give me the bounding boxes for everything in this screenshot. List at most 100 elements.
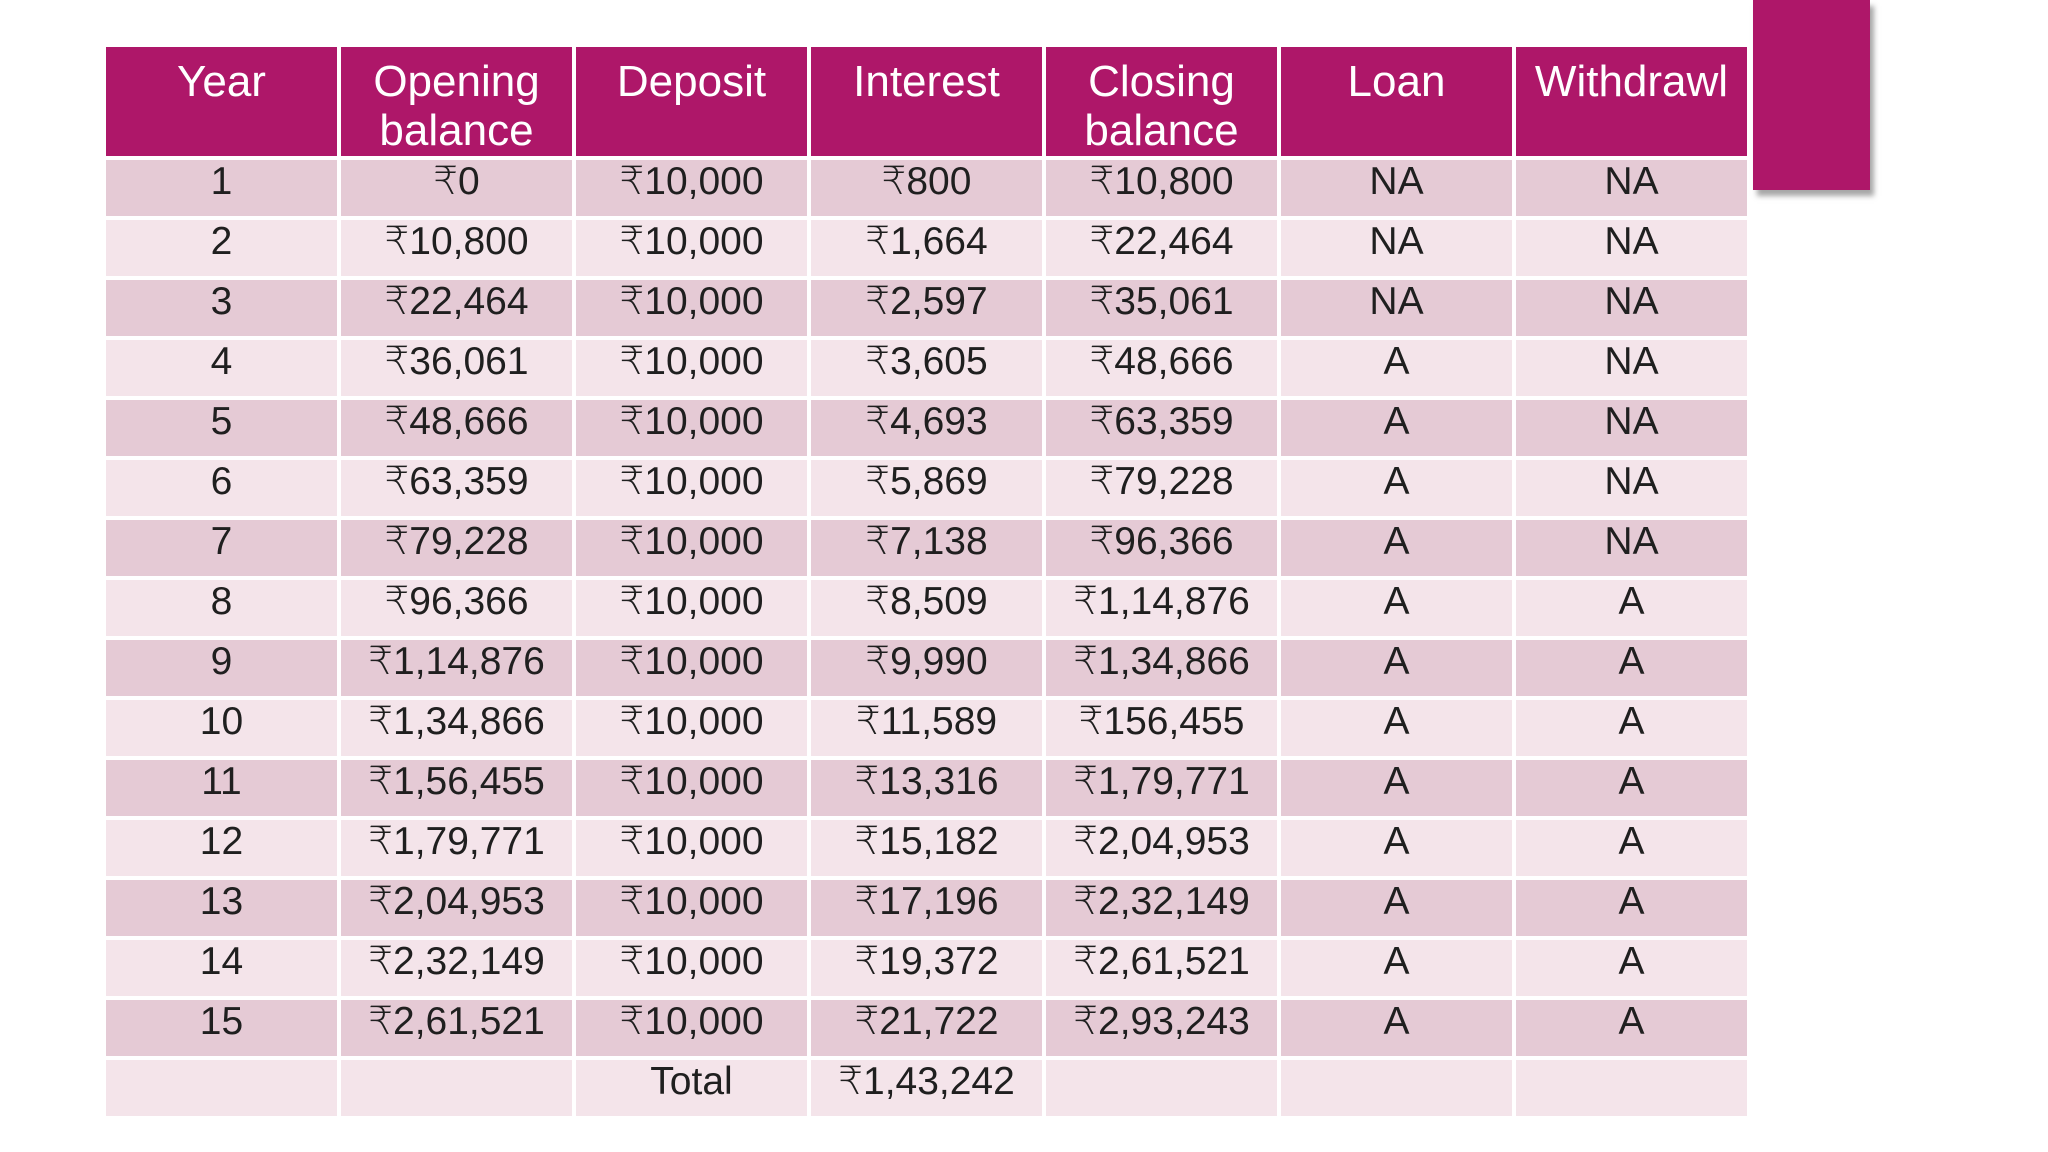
cell-closing: ₹1,79,771 bbox=[1046, 759, 1277, 816]
corner-accent-block bbox=[1753, 0, 1870, 190]
cell-closing: ₹10,800 bbox=[1046, 159, 1277, 216]
cell-closing: ₹2,93,243 bbox=[1046, 999, 1277, 1056]
cell-deposit: ₹10,000 bbox=[576, 279, 807, 336]
cell-loan: NA bbox=[1281, 219, 1512, 276]
header-year: Year bbox=[106, 47, 337, 156]
cell-deposit: ₹10,000 bbox=[576, 399, 807, 456]
cell-deposit: ₹10,000 bbox=[576, 159, 807, 216]
cell-withdrawl: A bbox=[1516, 879, 1747, 936]
cell-closing: ₹2,32,149 bbox=[1046, 879, 1277, 936]
cell-opening: ₹1,56,455 bbox=[341, 759, 572, 816]
cell-loan: A bbox=[1281, 639, 1512, 696]
cell-opening: ₹2,61,521 bbox=[341, 999, 572, 1056]
cell-year: 15 bbox=[106, 999, 337, 1056]
cell-year: 6 bbox=[106, 459, 337, 516]
cell-deposit: ₹10,000 bbox=[576, 459, 807, 516]
cell-interest: ₹17,196 bbox=[811, 879, 1042, 936]
cell-withdrawl: A bbox=[1516, 999, 1747, 1056]
cell-year: 11 bbox=[106, 759, 337, 816]
table-row: 1 ₹0 ₹10,000 ₹800 ₹10,800 NA NA bbox=[106, 159, 1747, 216]
cell-loan: A bbox=[1281, 939, 1512, 996]
cell-withdrawl: NA bbox=[1516, 339, 1747, 396]
cell-withdrawl: A bbox=[1516, 699, 1747, 756]
cell-year: 14 bbox=[106, 939, 337, 996]
cell-deposit: ₹10,000 bbox=[576, 879, 807, 936]
cell-opening: ₹48,666 bbox=[341, 399, 572, 456]
cell-loan: A bbox=[1281, 879, 1512, 936]
cell-opening: ₹2,32,149 bbox=[341, 939, 572, 996]
header-loan: Loan bbox=[1281, 47, 1512, 156]
table-header: Year Opening balance Deposit Interest Cl… bbox=[106, 47, 1747, 156]
cell-loan: A bbox=[1281, 999, 1512, 1056]
cell-closing: ₹156,455 bbox=[1046, 699, 1277, 756]
cell-opening: ₹1,34,866 bbox=[341, 699, 572, 756]
cell-interest: ₹21,722 bbox=[811, 999, 1042, 1056]
cell-withdrawl: NA bbox=[1516, 459, 1747, 516]
cell-interest: ₹1,664 bbox=[811, 219, 1042, 276]
cell-loan: A bbox=[1281, 339, 1512, 396]
total-empty-cell bbox=[1516, 1059, 1747, 1116]
cell-year: 12 bbox=[106, 819, 337, 876]
cell-opening: ₹36,061 bbox=[341, 339, 572, 396]
table-row: 3 ₹22,464 ₹10,000 ₹2,597 ₹35,061 NA NA bbox=[106, 279, 1747, 336]
cell-closing: ₹79,228 bbox=[1046, 459, 1277, 516]
cell-deposit: ₹10,000 bbox=[576, 999, 807, 1056]
cell-loan: A bbox=[1281, 519, 1512, 576]
cell-deposit: ₹10,000 bbox=[576, 639, 807, 696]
cell-withdrawl: A bbox=[1516, 579, 1747, 636]
total-interest-value: ₹1,43,242 bbox=[811, 1059, 1042, 1116]
cell-closing: ₹63,359 bbox=[1046, 399, 1277, 456]
cell-year: 7 bbox=[106, 519, 337, 576]
total-label: Total bbox=[576, 1059, 807, 1116]
cell-closing: ₹1,14,876 bbox=[1046, 579, 1277, 636]
table-row: 14 ₹2,32,149 ₹10,000 ₹19,372 ₹2,61,521 A A bbox=[106, 939, 1747, 996]
cell-interest: ₹3,605 bbox=[811, 339, 1042, 396]
cell-opening: ₹63,359 bbox=[341, 459, 572, 516]
cell-interest: ₹4,693 bbox=[811, 399, 1042, 456]
cell-interest: ₹7,138 bbox=[811, 519, 1042, 576]
cell-interest: ₹11,589 bbox=[811, 699, 1042, 756]
table-row: 9 ₹1,14,876 ₹10,000 ₹9,990 ₹1,34,866 A A bbox=[106, 639, 1747, 696]
cell-opening: ₹1,79,771 bbox=[341, 819, 572, 876]
cell-closing: ₹48,666 bbox=[1046, 339, 1277, 396]
cell-withdrawl: A bbox=[1516, 819, 1747, 876]
table-row: 15 ₹2,61,521 ₹10,000 ₹21,722 ₹2,93,243 A A bbox=[106, 999, 1747, 1056]
cell-loan: A bbox=[1281, 759, 1512, 816]
cell-interest: ₹8,509 bbox=[811, 579, 1042, 636]
table-row: 5 ₹48,666 ₹10,000 ₹4,693 ₹63,359 A NA bbox=[106, 399, 1747, 456]
cell-interest: ₹2,597 bbox=[811, 279, 1042, 336]
cell-interest: ₹5,869 bbox=[811, 459, 1042, 516]
cell-withdrawl: NA bbox=[1516, 159, 1747, 216]
cell-loan: A bbox=[1281, 699, 1512, 756]
cell-withdrawl: A bbox=[1516, 759, 1747, 816]
table-row: 7 ₹79,228 ₹10,000 ₹7,138 ₹96,366 A NA bbox=[106, 519, 1747, 576]
cell-deposit: ₹10,000 bbox=[576, 519, 807, 576]
total-row: Total ₹1,43,242 bbox=[106, 1059, 1747, 1116]
cell-closing: ₹2,61,521 bbox=[1046, 939, 1277, 996]
cell-loan: A bbox=[1281, 399, 1512, 456]
cell-loan: A bbox=[1281, 459, 1512, 516]
cell-closing: ₹35,061 bbox=[1046, 279, 1277, 336]
cell-closing: ₹96,366 bbox=[1046, 519, 1277, 576]
cell-year: 9 bbox=[106, 639, 337, 696]
header-deposit: Deposit bbox=[576, 47, 807, 156]
header-interest: Interest bbox=[811, 47, 1042, 156]
total-empty-cell bbox=[1046, 1059, 1277, 1116]
cell-deposit: ₹10,000 bbox=[576, 219, 807, 276]
cell-withdrawl: NA bbox=[1516, 279, 1747, 336]
cell-interest: ₹19,372 bbox=[811, 939, 1042, 996]
table-row: 6 ₹63,359 ₹10,000 ₹5,869 ₹79,228 A NA bbox=[106, 459, 1747, 516]
cell-opening: ₹79,228 bbox=[341, 519, 572, 576]
cell-year: 10 bbox=[106, 699, 337, 756]
cell-opening: ₹1,14,876 bbox=[341, 639, 572, 696]
cell-withdrawl: A bbox=[1516, 939, 1747, 996]
cell-withdrawl: A bbox=[1516, 639, 1747, 696]
cell-opening: ₹10,800 bbox=[341, 219, 572, 276]
cell-opening: ₹2,04,953 bbox=[341, 879, 572, 936]
total-empty-cell bbox=[106, 1059, 337, 1116]
total-empty-cell bbox=[341, 1059, 572, 1116]
cell-interest: ₹13,316 bbox=[811, 759, 1042, 816]
cell-year: 3 bbox=[106, 279, 337, 336]
table-row: 12 ₹1,79,771 ₹10,000 ₹15,182 ₹2,04,953 A A bbox=[106, 819, 1747, 876]
